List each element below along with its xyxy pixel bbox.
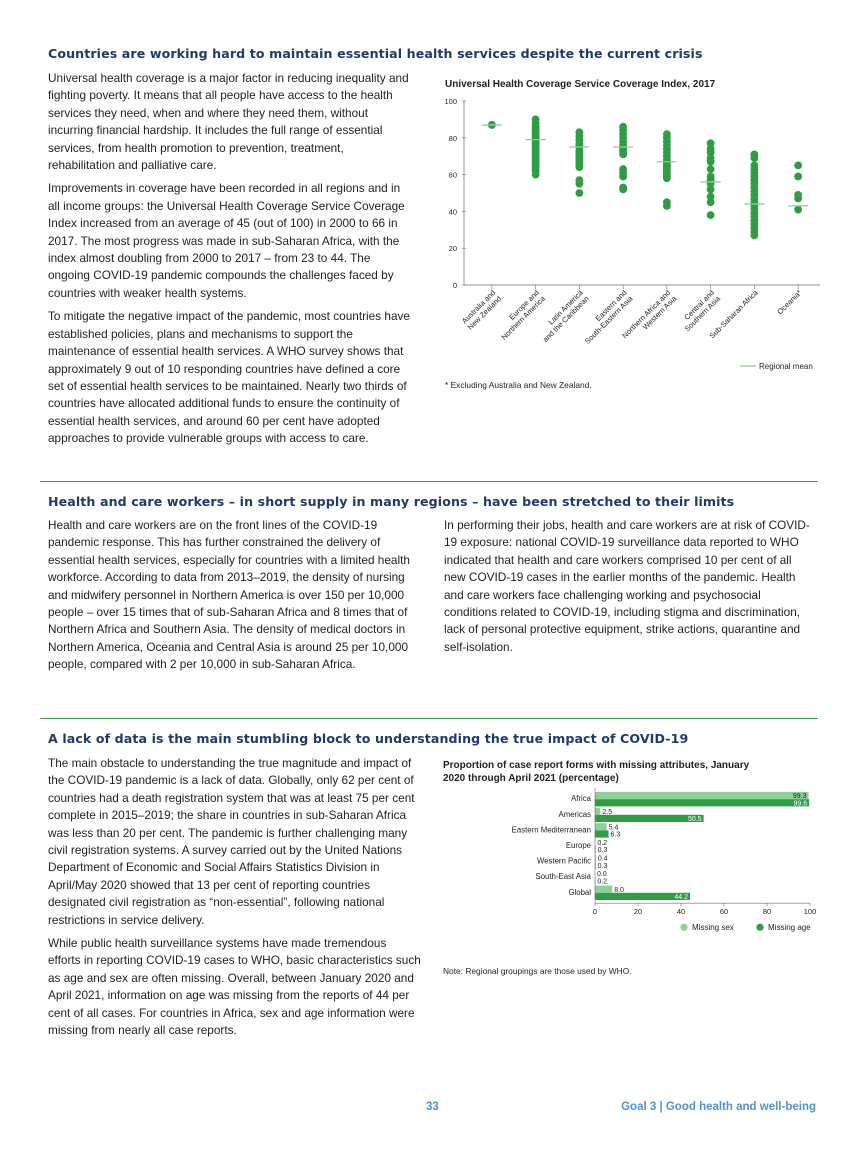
paragraph: To mitigate the negative impact of the p…	[48, 309, 410, 446]
section2-left-column: Health and care workers are on the front…	[48, 518, 410, 672]
bar-missing-sex	[595, 807, 601, 815]
category-label: Americas	[559, 810, 592, 819]
legend-missing-age-label: Missing age	[768, 923, 811, 932]
section-title-lack-of-data: A lack of data is the main stumbling blo…	[48, 731, 689, 746]
category-label: Europe	[566, 841, 591, 850]
data-point	[662, 201, 671, 210]
page-number: 33	[426, 1101, 439, 1113]
data-label: 0.4	[598, 856, 608, 863]
data-point	[619, 185, 628, 194]
data-point	[619, 150, 628, 159]
x-tick-label: 40	[677, 907, 685, 916]
category-label: South-East Asia	[536, 872, 592, 881]
section-title-health-workers: Health and care workers – in short suppl…	[48, 494, 735, 509]
data-point	[706, 211, 715, 219]
bar-missing-age	[595, 861, 596, 869]
missing-attributes-chart-title: Proportion of case report forms with mis…	[443, 760, 750, 784]
data-label: 50.5	[688, 816, 702, 823]
data-point	[575, 179, 584, 188]
legend-mean-label: Regional mean	[759, 362, 813, 371]
data-point	[706, 139, 715, 148]
data-label: 99.3	[793, 793, 807, 800]
paragraph: Improvements in coverage have been recor…	[48, 181, 405, 300]
data-label: 0.3	[598, 847, 608, 854]
x-tick-label: Australia andNew Zealand	[460, 288, 504, 332]
uhc-chart-title: Universal Health Coverage Service Covera…	[445, 79, 716, 90]
x-tick-label: 20	[634, 907, 642, 916]
y-tick-label: 100	[444, 97, 457, 106]
paragraph: Universal health coverage is a major fac…	[48, 71, 409, 173]
data-point	[706, 157, 715, 166]
data-label: 0.0	[597, 871, 607, 878]
data-label: 5.4	[609, 824, 619, 831]
paragraph: The main obstacle to understanding the t…	[48, 756, 415, 927]
x-tick-label: 60	[720, 907, 728, 916]
bar-missing-age	[595, 846, 596, 854]
bar-missing-age	[595, 892, 691, 900]
category-label: Western Pacific	[537, 857, 591, 866]
data-point	[531, 170, 540, 179]
data-label: 0.2	[597, 878, 607, 885]
data-label: 0.3	[598, 863, 608, 870]
x-tick-label-line: Oceania*	[775, 288, 803, 316]
data-label: 6.3	[611, 832, 621, 839]
data-label: 0.2	[597, 840, 607, 847]
legend-missing-sex-label: Missing sex	[692, 923, 734, 932]
x-tick-label: 0	[593, 907, 597, 916]
x-tick-label: Oceania*	[775, 288, 803, 316]
bar-missing-age	[595, 799, 810, 807]
data-label: 8.0	[614, 887, 624, 894]
y-tick-label: 0	[453, 281, 457, 290]
data-point	[750, 154, 759, 162]
section2-right-column: In performing their jobs, health and car…	[444, 518, 810, 654]
section-divider	[40, 718, 818, 719]
data-point	[575, 189, 584, 197]
bar-missing-sex	[595, 854, 596, 862]
x-tick-label: 100	[804, 907, 817, 916]
section-title-health-services: Countries are working hard to maintain e…	[48, 46, 703, 61]
data-point	[706, 192, 715, 201]
data-point	[794, 161, 803, 170]
data-point	[706, 185, 715, 194]
data-point	[706, 198, 715, 207]
category-label: Africa	[571, 794, 592, 803]
data-point	[575, 163, 584, 172]
section1-text: Universal health coverage is a major fac…	[48, 70, 410, 454]
data-label: 44.2	[674, 894, 688, 901]
paragraph: While public health surveillance systems…	[48, 936, 421, 1038]
x-tick-label: Europe andNorthern America	[493, 287, 547, 341]
data-point	[750, 231, 759, 240]
data-label: 99.6	[794, 800, 808, 807]
bar-missing-age	[595, 830, 609, 838]
category-label: Global	[568, 888, 591, 897]
section3-text: The main obstacle to understanding the t…	[48, 755, 422, 1046]
bar-missing-sex	[595, 823, 607, 831]
missing-attributes-chart-note: Note: Regional groupings are those used …	[443, 966, 632, 976]
data-label: 2.5	[602, 809, 612, 816]
bar-missing-sex	[595, 792, 809, 800]
data-point	[794, 172, 803, 181]
legend-missing-age-swatch	[756, 923, 764, 931]
data-point	[706, 165, 715, 173]
data-point	[794, 194, 803, 203]
data-point	[706, 148, 715, 157]
legend-missing-sex-swatch	[680, 923, 688, 931]
data-point	[619, 172, 628, 181]
footer-goal-label: Goal 3 | Good health and well-being	[621, 1101, 816, 1113]
uhc-scatter-chart: 0 20 40 60 80 100 Australia andNew Zealand Euro…	[444, 97, 820, 371]
y-tick-label: 60	[449, 171, 457, 180]
data-point	[794, 205, 803, 214]
x-tick-label: 80	[763, 907, 771, 916]
missing-attributes-bar-chart: Africa 99.399.6 Americas 2.5 50.5 Eastern Med…	[512, 788, 817, 932]
y-tick-label: 80	[449, 134, 457, 143]
category-label: Eastern Mediterranean	[512, 825, 591, 834]
bar-missing-sex	[595, 885, 613, 893]
uhc-chart-note: * Excluding Australia and New Zealand.	[445, 380, 592, 390]
bar-missing-age	[595, 814, 704, 822]
x-tick-label: Latin Americaand the Caribbean	[535, 287, 592, 344]
section-divider	[40, 481, 818, 482]
data-point	[662, 174, 671, 183]
y-tick-label: 40	[449, 207, 457, 216]
y-tick-label: 20	[449, 244, 457, 253]
